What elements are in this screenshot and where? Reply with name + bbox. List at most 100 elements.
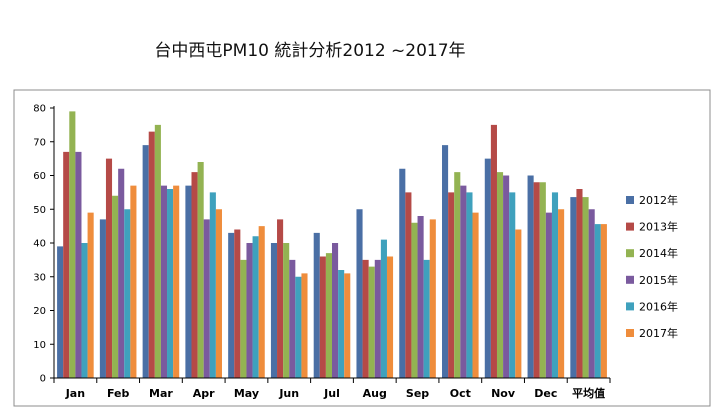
bar-2014年-Jun [283,243,290,378]
bar-2013年-Jun [277,219,284,379]
bar-2012年-Jan [57,246,64,379]
legend-label: 2013年 [639,220,678,234]
x-category-label: Nov [491,387,516,400]
bar-2016年-Dec [551,192,559,379]
bar-2013年-Feb [105,158,113,379]
bar-2012年-Jun [270,243,278,378]
bar-2016年-Nov [509,192,516,379]
bar-2017年-Mar [173,185,180,379]
bar-2013年-Aug [362,259,369,379]
y-tick-label: 80 [33,104,46,115]
bar-2015年-Jul [332,243,339,378]
y-tick-label: 10 [33,340,46,351]
x-category-label: Jan [65,387,85,400]
x-category-label: Oct [450,387,471,400]
bar-2017年-Dec [558,209,565,378]
bar-2017年-Aug [386,256,394,378]
bar-2013年-Nov [490,124,497,379]
y-tick-label: 30 [33,272,46,283]
bar-2017年-平均值 [600,224,607,378]
bar-2014年-Jul [325,253,332,379]
x-category-label: Feb [107,387,130,400]
bar-2015年-Apr [203,219,210,379]
bar-2015年-Dec [545,212,552,379]
bar-2016年-平均值 [594,224,601,378]
bar-2015年-Feb [118,168,125,378]
x-category-label: Jul [323,387,340,400]
bar-2016年-Aug [380,239,387,379]
bar-2016年-Jan [81,243,88,378]
bar-2016年-Mar [167,189,174,378]
bar-2014年-Dec [539,182,546,378]
bars-group [57,111,607,379]
legend-swatch [626,302,634,311]
x-category-label: May [234,387,259,400]
bar-2013年-Sep [405,192,412,379]
bar-2014年-Apr [197,162,204,378]
bar-2016年-Apr [209,192,216,379]
bar-2012年-Aug [356,209,363,378]
legend-swatch [626,329,634,337]
bar-2015年-Mar [160,185,168,379]
legend-swatch [626,249,634,258]
legend-label: 2015年 [639,273,678,287]
bar-2017年-Nov [515,229,522,378]
bar-2013年-Jul [319,256,326,378]
bar-2015年-Aug [374,259,381,379]
bar-2017年-Jul [344,273,351,379]
bar-2013年-May [234,229,241,378]
bar-2015年-May [246,243,253,378]
bar-2014年-平均值 [582,197,589,378]
bar-2014年-Mar [154,124,161,379]
bar-2015年-平均值 [588,209,595,378]
legend-swatch [626,196,634,204]
y-tick-label: 50 [33,205,46,216]
y-tick-label: 0 [40,374,46,385]
x-category-label: Aug [363,387,387,400]
bar-2014年-Aug [368,266,375,379]
x-category-label: Sep [406,387,429,400]
y-tick-label: 60 [33,171,46,182]
y-tick-label: 20 [33,306,46,317]
y-tick-label: 70 [33,137,46,148]
bar-2017年-Feb [130,185,137,379]
axes-group: 0 10 20 30 40 50 60 70 80 Jan Feb Mar Apr May Jun Jul Au… [33,104,611,400]
bar-2012年-Feb [99,219,106,379]
bar-2013年-Jan [63,151,70,379]
x-category-label: 平均值 [572,386,605,400]
x-category-label: Dec [534,387,557,400]
bar-2013年-Mar [148,131,155,379]
bar-2015年-Sep [417,216,424,378]
bar-2013年-Dec [533,182,540,378]
legend-swatch [626,222,634,231]
bar-2014年-Sep [411,222,418,378]
x-category-label: Jun [278,387,299,400]
bar-2017年-Apr [215,209,222,378]
bar-2013年-Apr [191,172,198,379]
bar-2012年-Nov [484,158,491,379]
bar-2014年-May [240,259,247,379]
bar-2012年-Jul [313,232,320,379]
chart-title: 台中西屯PM10 統計分析2012 ~2017年 [154,41,466,61]
bar-2014年-Nov [496,172,504,379]
bar-2016年-Sep [423,259,430,379]
bar-2016年-Oct [466,192,473,379]
bar-2015年-Oct [460,185,467,379]
legend-label: 2016年 [639,299,678,313]
bar-2016年-Feb [124,209,131,378]
y-tick-label: 40 [33,239,46,250]
bar-2017年-May [258,226,265,379]
bar-2012年-Apr [185,185,192,379]
legend-label: 2017年 [639,326,678,340]
bar-2012年-Dec [527,175,534,378]
x-category-label: Apr [193,387,215,400]
bar-2012年-Sep [399,168,406,378]
bar-2016年-Jun [295,276,302,378]
legend-swatch [626,275,634,284]
bar-2016年-Jul [338,270,345,378]
bar-2016年-May [252,236,259,378]
bar-2014年-Jan [69,111,76,379]
bar-2017年-Oct [472,212,479,379]
legend-label: 2014年 [639,246,678,260]
